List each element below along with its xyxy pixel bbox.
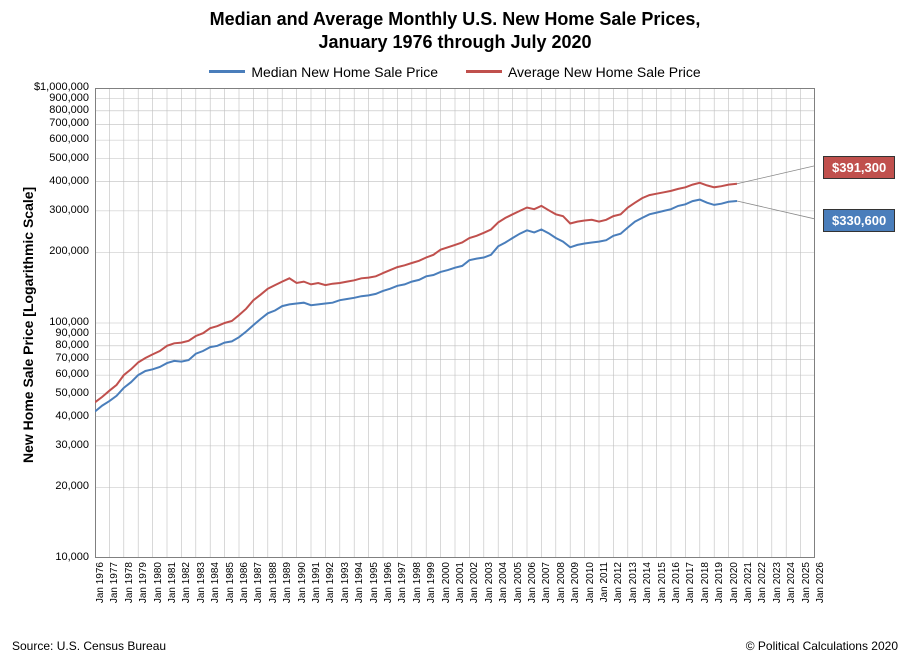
x-tick-label: Jan 1987 <box>253 562 264 612</box>
plot-area <box>95 88 815 558</box>
y-tick-label: $1,000,000 <box>0 81 89 93</box>
x-tick-label: Jan 2016 <box>671 562 682 612</box>
x-tick-label: Jan 1977 <box>109 562 120 612</box>
legend-swatch-average <box>466 70 502 73</box>
y-tick-label: 90,000 <box>0 327 89 339</box>
x-tick-label: Jan 2000 <box>441 562 452 612</box>
x-tick-label: Jan 2022 <box>757 562 768 612</box>
x-tick-label: Jan 2006 <box>527 562 538 612</box>
x-tick-label: Jan 2025 <box>801 562 812 612</box>
y-tick-label: 10,000 <box>0 551 89 563</box>
y-tick-label: 500,000 <box>0 152 89 164</box>
y-tick-label: 100,000 <box>0 316 89 328</box>
x-tick-label: Jan 1995 <box>369 562 380 612</box>
x-tick-label: Jan 2008 <box>556 562 567 612</box>
y-tick-label: 400,000 <box>0 175 89 187</box>
x-tick-label: Jan 1982 <box>181 562 192 612</box>
x-tick-label: Jan 1990 <box>297 562 308 612</box>
y-tick-label: 60,000 <box>0 368 89 380</box>
x-tick-label: Jan 2015 <box>657 562 668 612</box>
x-tick-label: Jan 2014 <box>642 562 653 612</box>
x-tick-label: Jan 2009 <box>570 562 581 612</box>
y-tick-label: 40,000 <box>0 410 89 422</box>
legend-swatch-median <box>209 70 245 73</box>
x-tick-label: Jan 1991 <box>311 562 322 612</box>
title-line-1: Median and Average Monthly U.S. New Home… <box>210 9 701 29</box>
x-tick-label: Jan 1978 <box>124 562 135 612</box>
chart-container: Median and Average Monthly U.S. New Home… <box>0 0 910 661</box>
x-tick-label: Jan 2019 <box>714 562 725 612</box>
x-tick-label: Jan 1992 <box>325 562 336 612</box>
x-tick-label: Jan 2026 <box>815 562 826 612</box>
legend-item-average: Average New Home Sale Price <box>466 64 701 80</box>
x-tick-label: Jan 2011 <box>599 562 610 612</box>
source-text: Source: U.S. Census Bureau <box>12 639 166 653</box>
x-tick-label: Jan 2003 <box>484 562 495 612</box>
x-tick-label: Jan 2005 <box>513 562 524 612</box>
title-line-2: January 1976 through July 2020 <box>318 32 591 52</box>
x-tick-label: Jan 2002 <box>469 562 480 612</box>
y-tick-label: 800,000 <box>0 104 89 116</box>
chart-title: Median and Average Monthly U.S. New Home… <box>0 8 910 53</box>
x-tick-label: Jan 2010 <box>585 562 596 612</box>
y-tick-label: 80,000 <box>0 339 89 351</box>
legend-label-average: Average New Home Sale Price <box>508 64 701 80</box>
x-tick-label: Jan 2023 <box>772 562 783 612</box>
legend: Median New Home Sale Price Average New H… <box>0 60 910 80</box>
legend-item-median: Median New Home Sale Price <box>209 64 438 80</box>
x-tick-label: Jan 2024 <box>786 562 797 612</box>
legend-label-median: Median New Home Sale Price <box>251 64 438 80</box>
x-tick-label: Jan 2018 <box>700 562 711 612</box>
x-tick-label: Jan 2020 <box>729 562 740 612</box>
x-tick-label: Jan 1985 <box>225 562 236 612</box>
end-label-average: $391,300 <box>823 156 895 179</box>
x-tick-label: Jan 2013 <box>628 562 639 612</box>
x-tick-label: Jan 1984 <box>210 562 221 612</box>
x-tick-label: Jan 1998 <box>412 562 423 612</box>
x-tick-label: Jan 1988 <box>268 562 279 612</box>
x-tick-label: Jan 1993 <box>340 562 351 612</box>
x-tick-label: Jan 2017 <box>685 562 696 612</box>
x-tick-label: Jan 2007 <box>541 562 552 612</box>
y-tick-label: 30,000 <box>0 439 89 451</box>
y-tick-label: 700,000 <box>0 117 89 129</box>
x-tick-label: Jan 1983 <box>196 562 207 612</box>
y-tick-label: 50,000 <box>0 387 89 399</box>
x-tick-label: Jan 2001 <box>455 562 466 612</box>
x-tick-label: Jan 2012 <box>613 562 624 612</box>
x-tick-label: Jan 1980 <box>153 562 164 612</box>
x-tick-label: Jan 1976 <box>95 562 106 612</box>
x-tick-label: Jan 2021 <box>743 562 754 612</box>
x-tick-label: Jan 1981 <box>167 562 178 612</box>
x-tick-label: Jan 1994 <box>354 562 365 612</box>
x-tick-label: Jan 1996 <box>383 562 394 612</box>
x-tick-label: Jan 1999 <box>426 562 437 612</box>
x-tick-label: Jan 2004 <box>498 562 509 612</box>
x-tick-label: Jan 1986 <box>239 562 250 612</box>
x-tick-label: Jan 1997 <box>397 562 408 612</box>
y-tick-label: 300,000 <box>0 204 89 216</box>
x-tick-label: Jan 1989 <box>282 562 293 612</box>
copyright-text: © Political Calculations 2020 <box>746 639 898 653</box>
y-tick-label: 70,000 <box>0 352 89 364</box>
end-label-median: $330,600 <box>823 209 895 232</box>
y-tick-label: 900,000 <box>0 92 89 104</box>
x-tick-label: Jan 1979 <box>138 562 149 612</box>
y-tick-label: 20,000 <box>0 480 89 492</box>
y-tick-label: 200,000 <box>0 245 89 257</box>
y-tick-label: 600,000 <box>0 133 89 145</box>
